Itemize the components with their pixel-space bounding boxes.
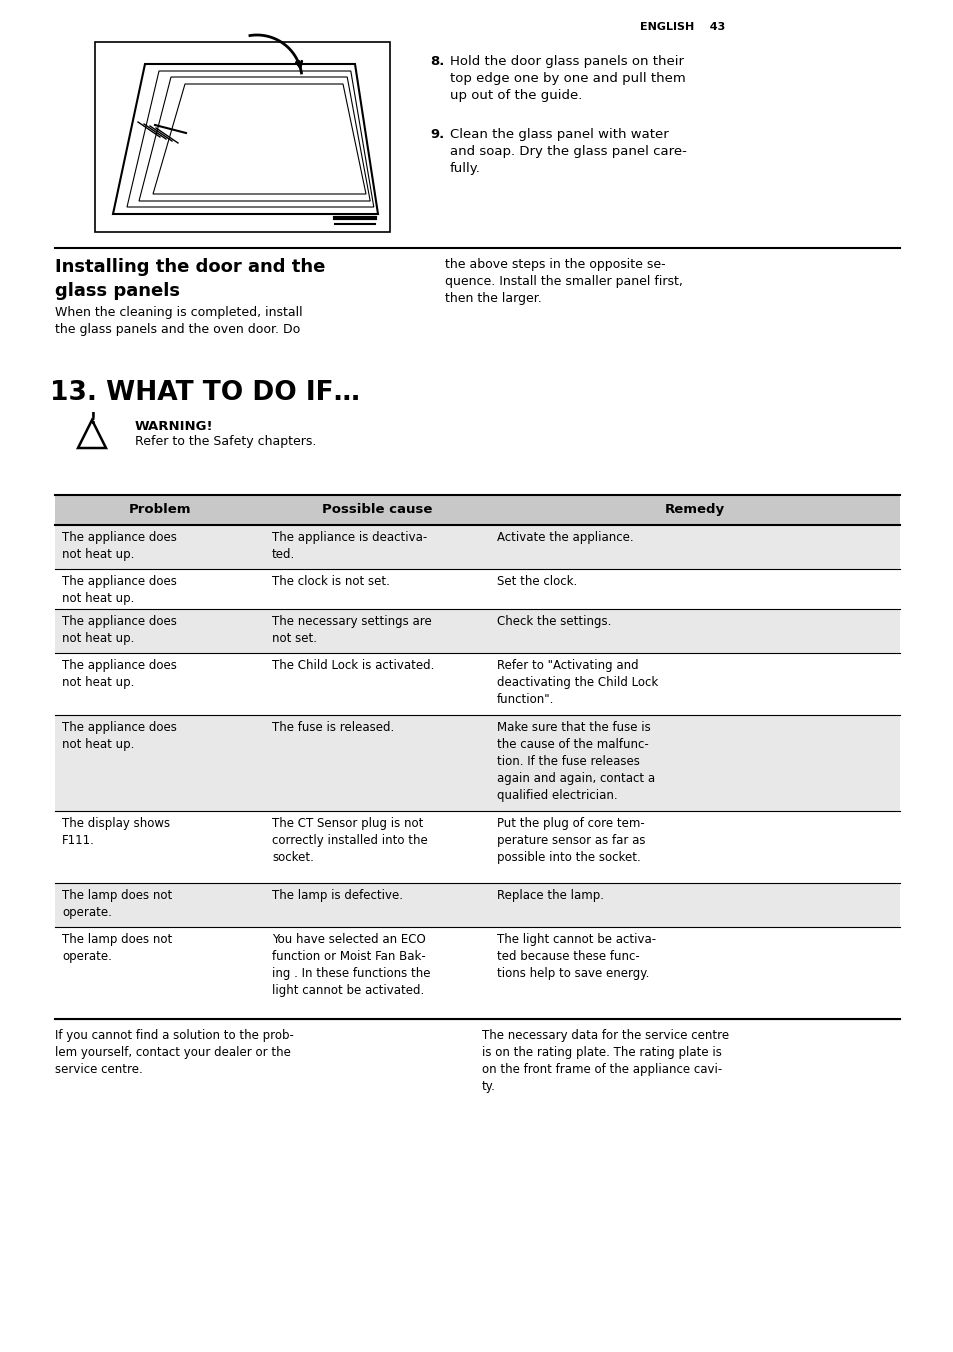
Text: Refer to "Activating and
deactivating the Child Lock
function".: Refer to "Activating and deactivating th… — [497, 658, 658, 706]
Text: The light cannot be activa-
ted because these func-
tions help to save energy.: The light cannot be activa- ted because … — [497, 933, 656, 980]
Text: The lamp does not
operate.: The lamp does not operate. — [62, 890, 172, 919]
Text: Possible cause: Possible cause — [322, 503, 433, 516]
Text: The display shows
F111.: The display shows F111. — [62, 817, 170, 846]
Bar — [55, 525, 899, 569]
Text: 13. WHAT TO DO IF…: 13. WHAT TO DO IF… — [50, 380, 359, 406]
Text: The appliance does
not heat up.: The appliance does not heat up. — [62, 531, 176, 561]
Text: Clean the glass panel with water
and soap. Dry the glass panel care-
fully.: Clean the glass panel with water and soa… — [450, 128, 686, 174]
Text: Refer to the Safety chapters.: Refer to the Safety chapters. — [135, 435, 316, 448]
Text: Check the settings.: Check the settings. — [497, 615, 611, 627]
Text: The necessary settings are
not set.: The necessary settings are not set. — [272, 615, 432, 645]
Text: !: ! — [90, 412, 97, 427]
Text: Put the plug of core tem-
perature sensor as far as
possible into the socket.: Put the plug of core tem- perature senso… — [497, 817, 645, 864]
Text: The Child Lock is activated.: The Child Lock is activated. — [272, 658, 434, 672]
Text: The lamp is defective.: The lamp is defective. — [272, 890, 402, 902]
Text: WARNING!: WARNING! — [135, 420, 213, 433]
Bar — [55, 608, 899, 653]
Text: ENGLISH    43: ENGLISH 43 — [639, 22, 724, 32]
Text: The fuse is released.: The fuse is released. — [272, 721, 394, 734]
Text: The lamp does not
operate.: The lamp does not operate. — [62, 933, 172, 963]
Text: Make sure that the fuse is
the cause of the malfunc-
tion. If the fuse releases
: Make sure that the fuse is the cause of … — [497, 721, 655, 802]
Bar — [55, 495, 899, 525]
Text: The appliance does
not heat up.: The appliance does not heat up. — [62, 721, 176, 750]
Text: The appliance does
not heat up.: The appliance does not heat up. — [62, 658, 176, 690]
Text: 9.: 9. — [430, 128, 444, 141]
Text: The CT Sensor plug is not
correctly installed into the
socket.: The CT Sensor plug is not correctly inst… — [272, 817, 427, 864]
Text: the above steps in the opposite se-
quence. Install the smaller panel first,
the: the above steps in the opposite se- quen… — [444, 258, 682, 306]
Text: The appliance does
not heat up.: The appliance does not heat up. — [62, 575, 176, 604]
Text: 8.: 8. — [430, 55, 444, 68]
Text: The clock is not set.: The clock is not set. — [272, 575, 390, 588]
Text: The appliance is deactiva-
ted.: The appliance is deactiva- ted. — [272, 531, 427, 561]
Text: If you cannot find a solution to the prob-
lem yourself, contact your dealer or : If you cannot find a solution to the pro… — [55, 1029, 294, 1076]
Text: When the cleaning is completed, install
the glass panels and the oven door. Do: When the cleaning is completed, install … — [55, 306, 302, 337]
Text: Problem: Problem — [129, 503, 191, 516]
Text: The appliance does
not heat up.: The appliance does not heat up. — [62, 615, 176, 645]
Text: Installing the door and the
glass panels: Installing the door and the glass panels — [55, 258, 325, 300]
Text: Remedy: Remedy — [664, 503, 724, 516]
Text: The necessary data for the service centre
is on the rating plate. The rating pla: The necessary data for the service centr… — [481, 1029, 728, 1092]
Bar — [95, 42, 390, 233]
Text: Activate the appliance.: Activate the appliance. — [497, 531, 633, 544]
Text: You have selected an ECO
function or Moist Fan Bak-
ing . In these functions the: You have selected an ECO function or Moi… — [272, 933, 430, 996]
Text: Set the clock.: Set the clock. — [497, 575, 577, 588]
Text: Replace the lamp.: Replace the lamp. — [497, 890, 603, 902]
Bar — [55, 883, 899, 927]
Text: Hold the door glass panels on their
top edge one by one and pull them
up out of : Hold the door glass panels on their top … — [450, 55, 685, 101]
Bar — [55, 715, 899, 811]
